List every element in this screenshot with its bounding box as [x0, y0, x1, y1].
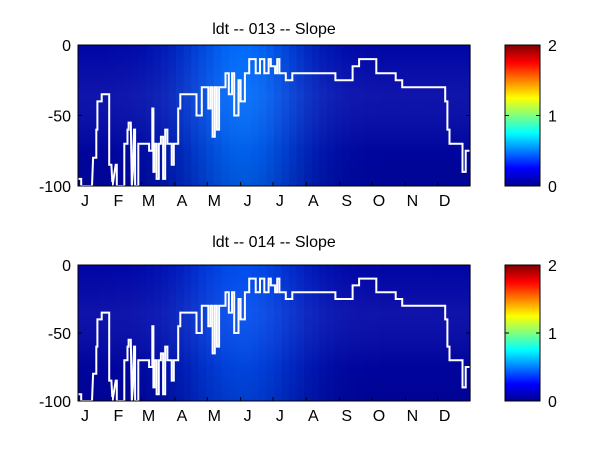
- heatmap-shading: [78, 45, 470, 186]
- x-tick-label: O: [373, 408, 385, 425]
- chart-panel-2: ldt -- 014 -- Slope 0 -50 -100 J F M A M J J A S O N D 0…: [39, 234, 557, 425]
- colorbar-tick-label: 2: [548, 258, 557, 275]
- x-tick-label: M: [208, 408, 221, 425]
- chart-panel-1: ldt -- 013 -- Slope 0 -50 -100 J F M A M J J A S O N D 0…: [39, 21, 557, 210]
- x-tick-label: N: [407, 193, 419, 210]
- x-tick-label: J: [81, 193, 89, 210]
- x-tick-label: A: [177, 408, 188, 425]
- x-tick-label: D: [439, 193, 451, 210]
- colorbar-tick-label: 0: [548, 394, 557, 411]
- x-tick-label: D: [439, 408, 451, 425]
- colorbar-tick-label: 1: [548, 109, 557, 126]
- colorbar-tick-label: 0: [548, 179, 557, 196]
- y-tick-label: -50: [48, 109, 71, 126]
- x-tick-label: F: [113, 193, 123, 210]
- chart-title: ldt -- 014 -- Slope: [212, 234, 336, 251]
- x-tick-label: M: [208, 193, 221, 210]
- y-tick-label: 0: [62, 258, 71, 275]
- x-tick-label: A: [308, 408, 319, 425]
- x-tick-label: J: [276, 193, 284, 210]
- y-tick-label: -100: [39, 394, 71, 411]
- x-tick-label: O: [373, 193, 385, 210]
- x-tick-label: J: [244, 193, 252, 210]
- colorbar: [504, 264, 541, 402]
- x-tick-label: S: [341, 408, 352, 425]
- heatmap-field: [78, 45, 471, 186]
- x-tick-label: J: [81, 408, 89, 425]
- x-tick-label: S: [341, 193, 352, 210]
- y-tick-label: -50: [48, 326, 71, 343]
- x-tick-label: J: [244, 408, 252, 425]
- y-tick-label: 0: [62, 38, 71, 55]
- colorbar: [504, 44, 541, 187]
- x-tick-label: F: [113, 408, 123, 425]
- x-tick-label: A: [177, 193, 188, 210]
- chart-title: ldt -- 013 -- Slope: [212, 21, 336, 38]
- x-tick-label: J: [276, 408, 284, 425]
- x-tick-label: A: [308, 193, 319, 210]
- x-tick-label: N: [407, 408, 419, 425]
- colorbar-tick-label: 1: [548, 326, 557, 343]
- colorbar-tick-label: 2: [548, 38, 557, 55]
- y-tick-label: -100: [39, 179, 71, 196]
- x-tick-label: M: [142, 408, 155, 425]
- x-tick-label: M: [142, 193, 155, 210]
- heatmap-shading: [78, 265, 470, 401]
- heatmap-field: [78, 265, 471, 401]
